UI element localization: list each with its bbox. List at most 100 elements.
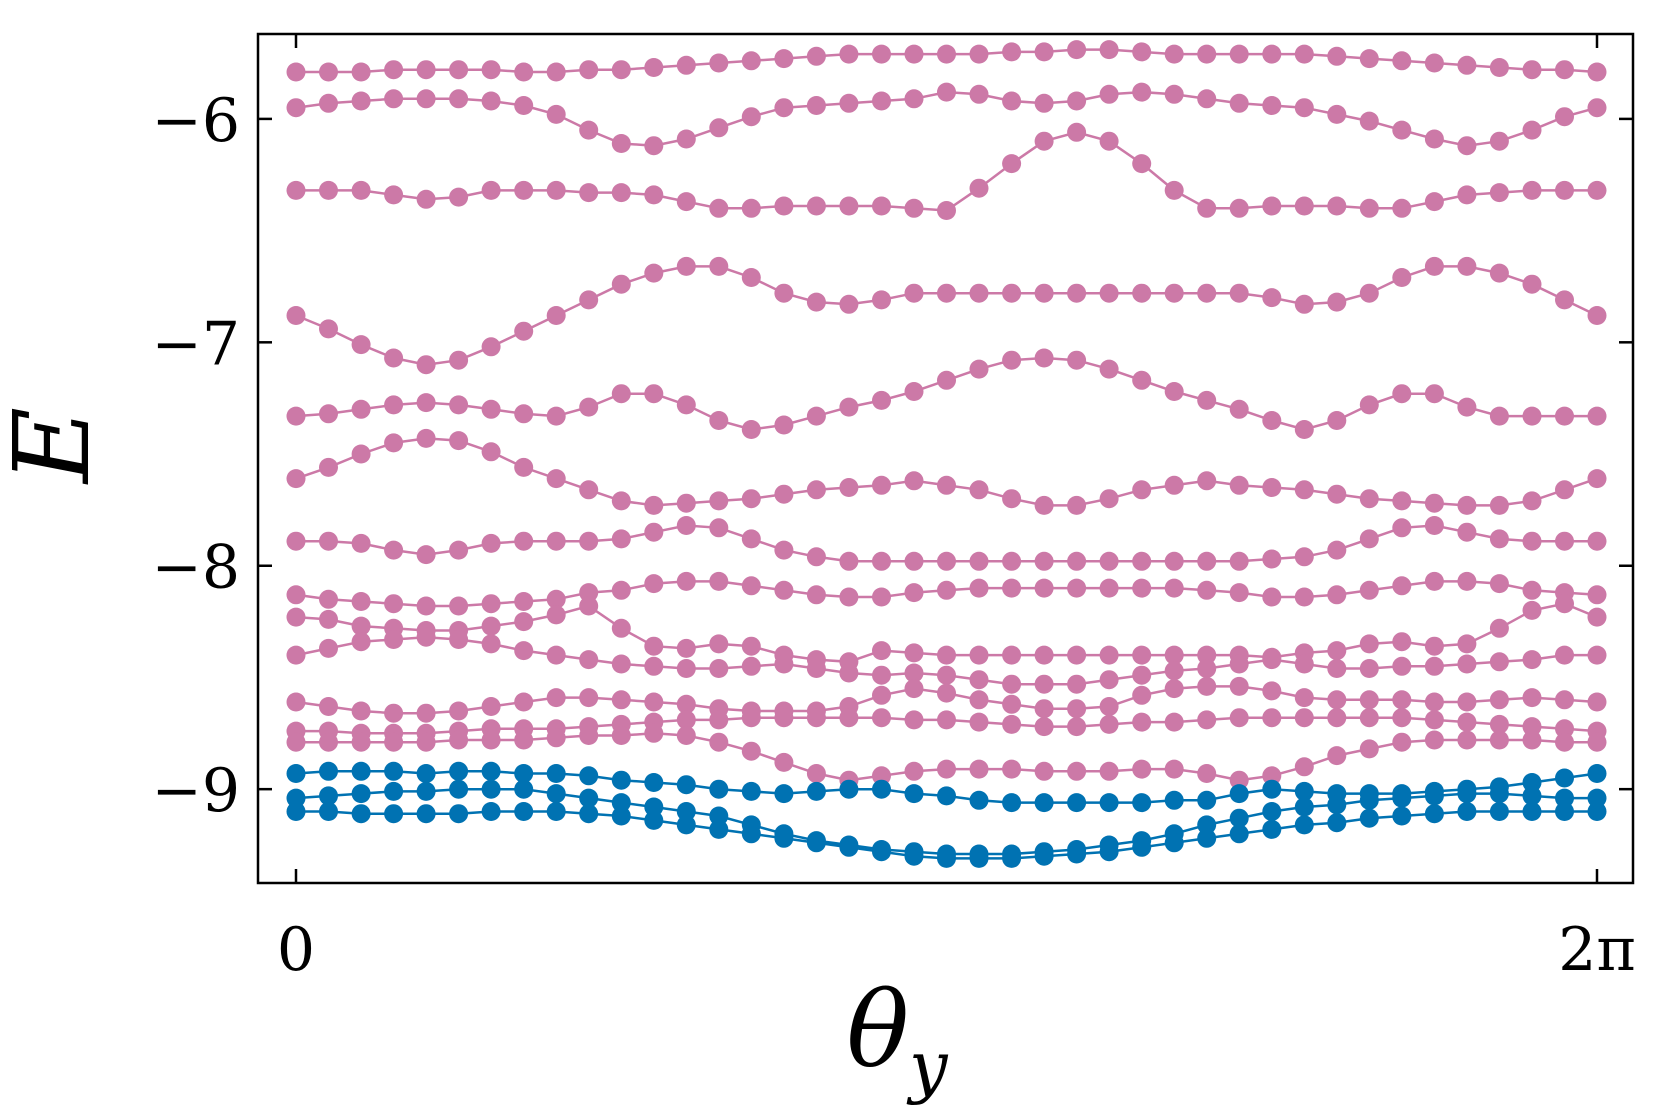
data-point	[1392, 51, 1412, 71]
data-point	[611, 491, 631, 511]
data-point	[709, 806, 729, 826]
data-point	[1587, 802, 1607, 821]
data-point	[1262, 766, 1282, 786]
data-point	[1262, 478, 1282, 497]
data-point	[514, 641, 534, 661]
data-point	[676, 571, 696, 591]
data-point	[1424, 493, 1444, 513]
data-point	[1327, 659, 1347, 678]
data-point	[806, 96, 826, 115]
data-point	[676, 55, 696, 75]
data-point	[546, 802, 566, 821]
y-tick-label: −7	[152, 309, 240, 379]
data-point	[1457, 136, 1477, 156]
data-point	[1457, 712, 1477, 732]
data-point	[546, 589, 566, 609]
data-point	[1457, 571, 1477, 591]
data-point	[1229, 784, 1249, 804]
data-point	[1392, 806, 1412, 826]
data-point	[286, 645, 306, 665]
data-point	[1457, 634, 1477, 654]
data-point	[449, 60, 469, 80]
data-point	[1034, 699, 1054, 719]
data-point	[1392, 518, 1412, 538]
data-point	[416, 545, 436, 565]
data-point	[1002, 154, 1022, 174]
data-point	[1489, 183, 1509, 203]
data-point	[1359, 708, 1379, 728]
data-point	[644, 522, 664, 542]
data-point	[514, 592, 534, 611]
data-point	[774, 580, 794, 600]
data-point	[1132, 712, 1152, 732]
data-point	[611, 726, 631, 745]
data-point	[872, 842, 891, 862]
data-point	[904, 89, 924, 109]
data-point	[904, 44, 924, 64]
data-point	[937, 665, 956, 685]
data-point	[351, 335, 371, 355]
data-point	[741, 781, 761, 801]
data-point	[1099, 761, 1119, 781]
data-point	[741, 489, 761, 509]
data-point	[1457, 802, 1477, 821]
data-point	[774, 98, 794, 118]
data-point	[1294, 420, 1314, 439]
data-point	[839, 708, 859, 728]
data-point	[286, 406, 306, 426]
data-point	[937, 710, 956, 730]
data-point	[319, 802, 338, 821]
data-point	[806, 480, 826, 500]
data-point	[1067, 645, 1087, 665]
data-point	[416, 627, 436, 647]
data-point	[839, 837, 859, 857]
data-point	[1034, 131, 1054, 151]
data-point	[644, 636, 664, 656]
data-point	[286, 469, 306, 489]
data-point	[1392, 656, 1412, 676]
data-point	[384, 804, 404, 824]
data-point	[709, 256, 729, 276]
data-point	[351, 632, 371, 652]
data-point	[449, 701, 469, 721]
data-point	[904, 761, 924, 781]
data-point	[1002, 578, 1022, 598]
data-point	[1587, 764, 1607, 783]
data-point	[1424, 636, 1444, 656]
data-point	[1132, 283, 1152, 303]
data-point	[319, 93, 338, 113]
data-point	[319, 319, 338, 339]
data-point	[351, 399, 371, 419]
data-point	[1359, 111, 1379, 131]
data-point	[1067, 699, 1087, 719]
data-point	[481, 697, 501, 716]
data-point	[1587, 607, 1607, 627]
data-point	[546, 180, 566, 200]
data-point	[969, 790, 989, 810]
data-point	[1294, 797, 1314, 817]
data-point	[969, 178, 989, 198]
data-point	[937, 551, 956, 571]
data-point	[1034, 645, 1054, 665]
y-tick-label: −8	[152, 533, 240, 603]
data-point	[514, 612, 534, 632]
data-point	[1587, 585, 1607, 605]
data-point	[1262, 96, 1282, 115]
data-point	[1262, 708, 1282, 728]
data-point	[644, 58, 664, 77]
data-point	[1522, 60, 1542, 80]
data-point	[1555, 719, 1574, 739]
data-point	[1197, 828, 1217, 848]
data-point	[1034, 42, 1054, 62]
data-point	[774, 752, 794, 772]
data-point	[1197, 471, 1217, 491]
data-point	[1489, 406, 1509, 426]
data-point	[1587, 788, 1607, 808]
data-point	[644, 384, 664, 404]
data-point	[1424, 571, 1444, 591]
data-point	[1067, 122, 1087, 142]
data-point	[449, 596, 469, 616]
data-point	[709, 53, 729, 73]
data-point	[774, 828, 794, 848]
data-point	[1522, 650, 1542, 670]
